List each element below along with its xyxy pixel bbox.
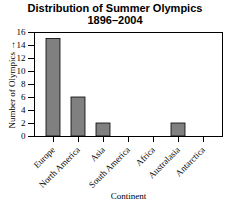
svg-text:Africa: Africa <box>134 145 157 168</box>
svg-text:4: 4 <box>21 105 26 115</box>
svg-text:Europe: Europe <box>31 144 57 171</box>
svg-text:0: 0 <box>21 131 26 141</box>
html-text:Distribution of Summer Olympic: Distribution of Summer Olympics <box>27 2 203 14</box>
svg-text:South America: South America <box>87 145 132 190</box>
svg-text:8: 8 <box>21 79 26 89</box>
svg-text:12: 12 <box>17 53 26 63</box>
html-text:1896–2004: 1896–2004 <box>87 14 143 26</box>
svg-text:Continent: Continent <box>111 191 147 201</box>
svg-text:North America: North America <box>37 145 82 190</box>
svg-text:10: 10 <box>17 66 27 76</box>
svg-text:Number of Olympics →: Number of Olympics → <box>7 41 17 129</box>
svg-text:Asia: Asia <box>88 145 107 164</box>
svg-text:2: 2 <box>21 118 26 128</box>
svg-text:Australasia: Australasia <box>146 144 182 181</box>
svg-text:6: 6 <box>21 92 26 102</box>
svg-text:16: 16 <box>17 27 27 37</box>
svg-text:14: 14 <box>17 40 27 50</box>
svg-text:Antarctica: Antarctica <box>173 145 207 179</box>
